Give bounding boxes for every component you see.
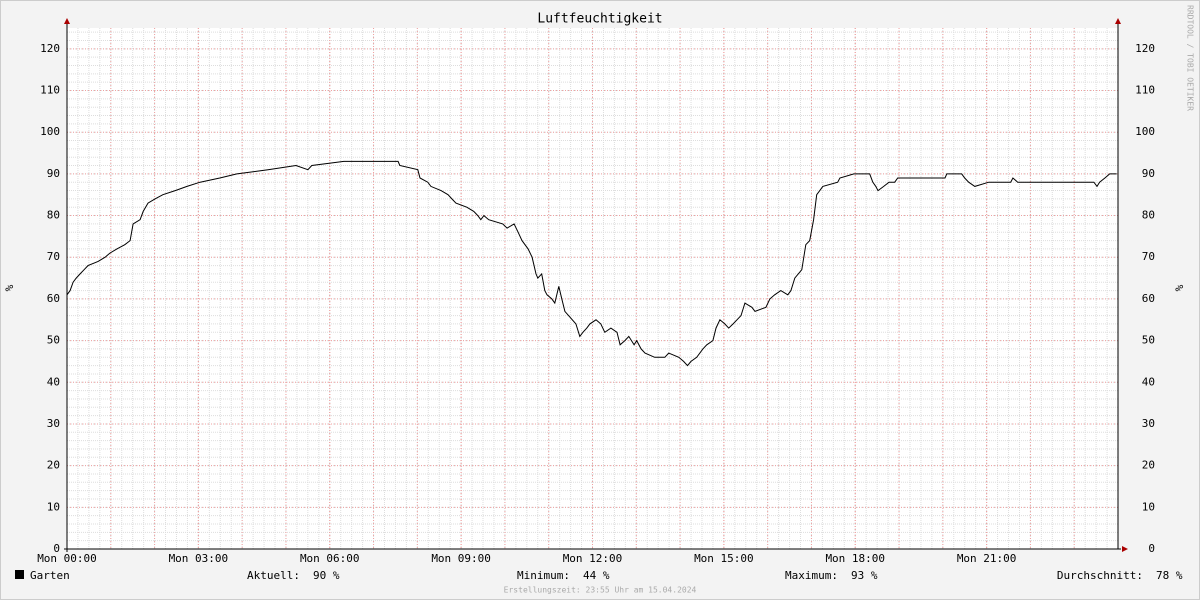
chart-title: Luftfeuchtigkeit: [537, 12, 662, 27]
x-tick-label: Mon 06:00: [300, 552, 360, 565]
y-tick-label: 80: [47, 209, 60, 222]
y-tick-label-right: 70: [1142, 250, 1155, 263]
y-tick-label-right: 40: [1142, 375, 1155, 388]
y-tick-label: 50: [47, 334, 60, 347]
stat-label: Minimum:: [517, 569, 570, 582]
data-line: [66, 160, 1117, 367]
y-tick-label: 70: [47, 250, 60, 263]
axis-arrow: [64, 18, 70, 24]
y-axis-label: %: [3, 284, 16, 291]
y-tick-label: 90: [47, 167, 60, 180]
stat-label: Maximum:: [785, 569, 838, 582]
y-tick-label: 20: [47, 459, 60, 472]
stat-value: 44 %: [583, 569, 610, 582]
y-tick-label-right: 30: [1142, 417, 1155, 430]
y-tick-label: 10: [47, 500, 60, 513]
y-tick-label-right: 100: [1135, 125, 1155, 138]
y-axis-label-right: %: [1173, 284, 1186, 291]
y-tick-label: 110: [40, 84, 60, 97]
x-tick-label: Mon 09:00: [431, 552, 491, 565]
y-tick-label: 0: [53, 542, 60, 555]
x-tick-label: Mon 00:00: [37, 552, 97, 565]
stat-value: 93 %: [851, 569, 878, 582]
legend-label: Garten: [30, 569, 70, 582]
y-tick-label-right: 60: [1142, 292, 1155, 305]
y-tick-label-right: 0: [1148, 542, 1155, 555]
y-tick-label-right: 50: [1142, 334, 1155, 347]
axis-arrow: [1115, 18, 1121, 24]
y-tick-label-right: 80: [1142, 209, 1155, 222]
y-tick-label-right: 20: [1142, 459, 1155, 472]
stat-label: Aktuell:: [247, 569, 300, 582]
stat-value: 90 %: [313, 569, 340, 582]
x-tick-label: Mon 21:00: [957, 552, 1017, 565]
x-tick-label: Mon 12:00: [563, 552, 623, 565]
stat-label: Durchschnitt:: [1057, 569, 1143, 582]
y-tick-label-right: 120: [1135, 42, 1155, 55]
y-tick-label: 120: [40, 42, 60, 55]
stat-value: 78 %: [1156, 569, 1183, 582]
axis-arrow: [1122, 546, 1128, 552]
y-tick-label: 60: [47, 292, 60, 305]
x-tick-label: Mon 15:00: [694, 552, 754, 565]
legend-swatch: [15, 570, 24, 579]
x-tick-label: Mon 18:00: [825, 552, 885, 565]
y-tick-label: 100: [40, 125, 60, 138]
watermark: RRDTOOL / TOBI OETIKER: [1186, 5, 1195, 111]
y-tick-label: 30: [47, 417, 60, 430]
y-tick-label: 40: [47, 375, 60, 388]
y-tick-label-right: 10: [1142, 500, 1155, 513]
y-tick-label-right: 90: [1142, 167, 1155, 180]
footer: Erstellungszeit: 23:55 Uhr am 15.04.2024: [504, 586, 697, 595]
y-tick-label-right: 110: [1135, 84, 1155, 97]
x-tick-label: Mon 03:00: [169, 552, 229, 565]
